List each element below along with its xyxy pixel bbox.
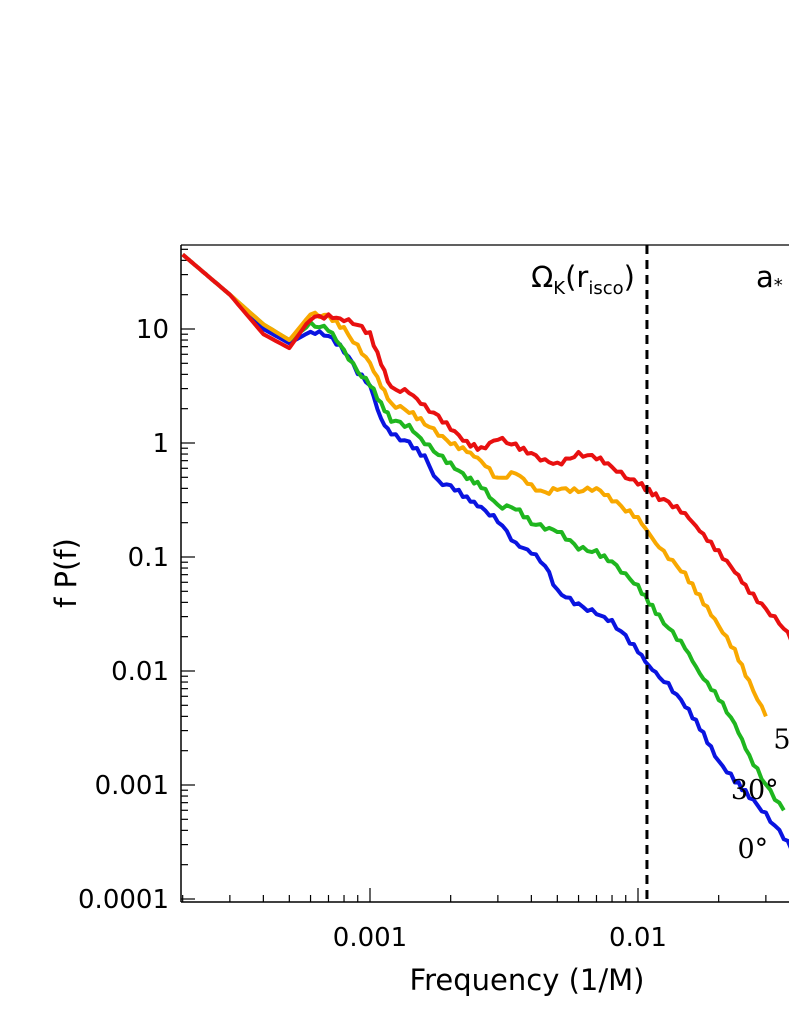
series-group bbox=[181, 252, 789, 849]
y-tick-label: 0.1 bbox=[128, 543, 169, 573]
y-tick-label: 0.0001 bbox=[78, 885, 169, 915]
axes-frame bbox=[180, 244, 789, 903]
y-tick-label: 0.01 bbox=[111, 657, 169, 687]
x-tick-label: 0.01 bbox=[609, 923, 667, 953]
series-label: 0° bbox=[737, 834, 768, 865]
series-line-0deg bbox=[181, 252, 789, 849]
y-tick-label: 1 bbox=[152, 429, 169, 459]
series-line-55deg bbox=[181, 252, 768, 718]
isco-annotation: ΩK(risco) bbox=[531, 260, 635, 299]
x-axis-title: Frequency (1/M) bbox=[410, 963, 645, 997]
y-axis-title: f P(f) bbox=[49, 538, 83, 608]
y-tick-label: 10 bbox=[136, 315, 169, 345]
series-line-red bbox=[181, 252, 789, 641]
y-tick-label: 0.001 bbox=[95, 771, 169, 801]
x-tick-label: 0.001 bbox=[333, 923, 407, 953]
spin-annotation: a* bbox=[756, 260, 783, 296]
series-label: 30° bbox=[731, 775, 779, 806]
series-label: 55 bbox=[773, 724, 789, 755]
labels-group: 0.0001 0.001 0.01 0.1 1 10 0.001 0.01 ΩK(risco) a… bbox=[78, 245, 789, 953]
